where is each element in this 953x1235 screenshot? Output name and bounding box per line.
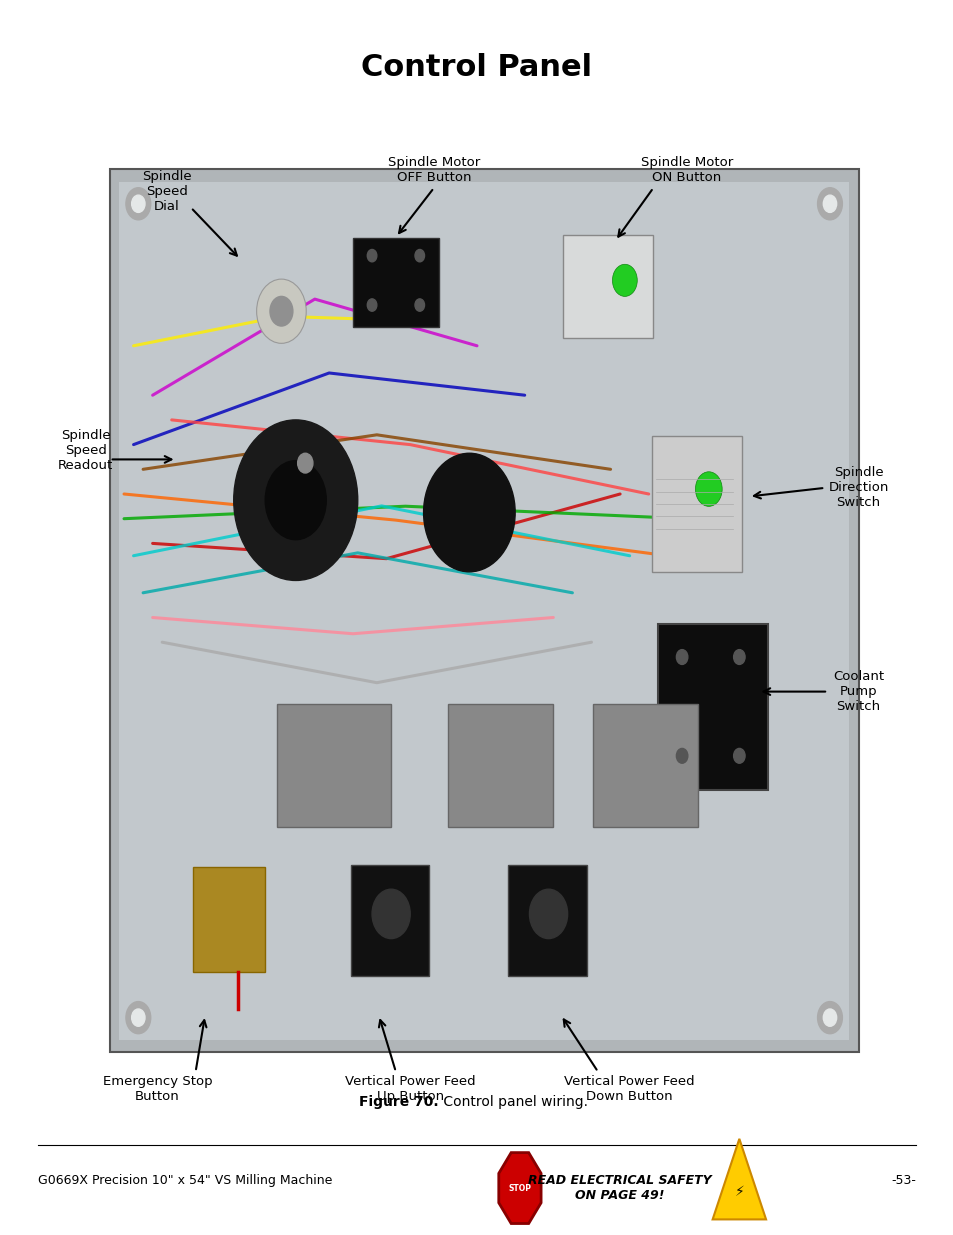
Text: Spindle Motor
OFF Button: Spindle Motor OFF Button — [388, 157, 479, 184]
Circle shape — [612, 264, 637, 296]
Circle shape — [415, 249, 424, 262]
Circle shape — [733, 650, 744, 664]
FancyBboxPatch shape — [508, 864, 586, 976]
FancyBboxPatch shape — [110, 169, 858, 1052]
Circle shape — [733, 748, 744, 763]
Text: Vertical Power Feed
Down Button: Vertical Power Feed Down Button — [564, 1076, 694, 1103]
Circle shape — [256, 279, 306, 343]
Text: G0669X Precision 10" x 54" VS Milling Machine: G0669X Precision 10" x 54" VS Milling Ma… — [38, 1174, 333, 1187]
Circle shape — [367, 249, 376, 262]
Polygon shape — [498, 1152, 540, 1224]
Text: Vertical Power Feed
Up Button: Vertical Power Feed Up Button — [345, 1076, 475, 1103]
Text: Spindle
Speed
Readout: Spindle Speed Readout — [58, 430, 113, 472]
Circle shape — [415, 299, 424, 311]
Text: STOP: STOP — [508, 1183, 531, 1193]
Text: Figure 70.: Figure 70. — [359, 1094, 438, 1109]
Text: READ ELECTRICAL SAFETY
ON PAGE 49!: READ ELECTRICAL SAFETY ON PAGE 49! — [528, 1174, 711, 1202]
FancyBboxPatch shape — [276, 704, 391, 827]
FancyBboxPatch shape — [651, 436, 741, 572]
Circle shape — [233, 420, 357, 580]
Circle shape — [132, 1009, 145, 1026]
FancyBboxPatch shape — [448, 704, 553, 827]
FancyBboxPatch shape — [562, 235, 653, 338]
Text: Control Panel: Control Panel — [361, 53, 592, 83]
Text: Spindle
Speed
Dial: Spindle Speed Dial — [142, 170, 192, 212]
FancyBboxPatch shape — [351, 864, 429, 976]
Circle shape — [423, 453, 515, 572]
Circle shape — [822, 195, 836, 212]
FancyBboxPatch shape — [353, 238, 438, 327]
FancyBboxPatch shape — [593, 704, 698, 827]
Text: Coolant
Pump
Switch: Coolant Pump Switch — [832, 671, 883, 713]
FancyBboxPatch shape — [119, 182, 848, 1040]
Circle shape — [367, 299, 376, 311]
Circle shape — [297, 453, 313, 473]
Text: ⚡: ⚡ — [734, 1184, 743, 1199]
Circle shape — [817, 1002, 841, 1034]
Circle shape — [270, 296, 293, 326]
Circle shape — [695, 472, 721, 506]
Circle shape — [265, 461, 326, 540]
Circle shape — [372, 889, 410, 939]
FancyBboxPatch shape — [193, 867, 265, 972]
Circle shape — [529, 889, 567, 939]
Circle shape — [126, 1002, 151, 1034]
FancyBboxPatch shape — [658, 624, 767, 790]
Circle shape — [126, 188, 151, 220]
Text: Emergency Stop
Button: Emergency Stop Button — [103, 1076, 212, 1103]
Text: -53-: -53- — [890, 1174, 915, 1187]
Circle shape — [817, 188, 841, 220]
Circle shape — [132, 195, 145, 212]
Polygon shape — [712, 1139, 765, 1219]
Text: Control panel wiring.: Control panel wiring. — [438, 1094, 587, 1109]
Circle shape — [676, 650, 687, 664]
Circle shape — [822, 1009, 836, 1026]
Text: Spindle Motor
ON Button: Spindle Motor ON Button — [640, 157, 732, 184]
Text: Spindle
Direction
Switch: Spindle Direction Switch — [827, 467, 888, 509]
Circle shape — [676, 748, 687, 763]
